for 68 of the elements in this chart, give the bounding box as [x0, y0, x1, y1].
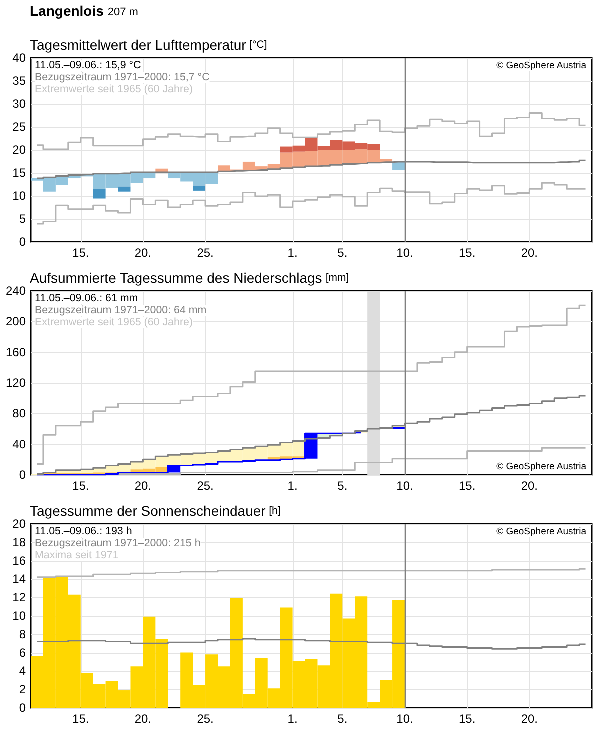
y-axis-title: Tagessumme der Sonnenscheindauer [h]	[30, 503, 281, 519]
y-tick-label: 4	[19, 664, 26, 678]
y-axis-title: Aufsummierte Tagessumme des Niederschlags [mm]	[30, 270, 350, 286]
annotation: Bezugszeitraum 1971–2000: 64 mm	[35, 304, 207, 316]
annotation: Bezugszeitraum 1971–2000: 215 h	[35, 538, 201, 550]
x-tick-label: 15.	[458, 479, 476, 493]
y-tick-label: 120	[6, 376, 26, 390]
annotation: © GeoSphere Austria	[496, 526, 588, 538]
y-tick-label: 200	[6, 314, 26, 329]
annotation: Bezugszeitraum 1971–2000: 15,7 °C	[35, 72, 210, 84]
x-tick-label: 20.	[521, 246, 538, 260]
x-tick-label: 20.	[134, 479, 152, 493]
x-tick-label: 15.	[72, 246, 90, 260]
y-tick-label: 16	[12, 554, 26, 568]
x-tick-label: 1.	[288, 246, 298, 260]
y-tick-label: 0	[19, 235, 26, 249]
chart-subtitle: 207 m	[108, 6, 138, 18]
x-tick-label: 5.	[338, 246, 348, 260]
x-tick-label: 20.	[134, 712, 152, 726]
y-tick-label: 5	[19, 212, 26, 226]
x-tick-label: 20.	[521, 479, 538, 493]
x-tick-label: 10.	[396, 712, 414, 726]
x-tick-label: 1.	[288, 479, 298, 493]
annotation: 11.05.–09.06.: 61 mm	[35, 292, 138, 304]
y-tick-label: 10	[12, 609, 26, 623]
y-tick-label: 160	[6, 345, 26, 360]
y-tick-label: 40	[12, 51, 26, 65]
x-tick-label: 10.	[396, 479, 414, 493]
x-tick-label: 25.	[197, 246, 214, 260]
y-tick-label: 14	[12, 572, 26, 586]
y-axis-title: Tagesmittelwert der Lufttemperatur [°C]	[30, 37, 268, 53]
annotation: © GeoSphere Austria	[496, 462, 588, 472]
y-tick-label: 20	[12, 143, 26, 157]
y-tick-label: 25	[12, 120, 26, 134]
y-tick-label: 40	[12, 437, 26, 452]
y-tick-label: 10	[12, 189, 26, 203]
annotation: Extremwerte seit 1965 (60 Jahre)	[35, 316, 194, 328]
x-tick-label: 1.	[288, 712, 298, 726]
annotation: © GeoSphere Austria	[496, 60, 588, 72]
y-tick-label: 15	[12, 166, 26, 180]
x-tick-label: 20.	[521, 712, 538, 726]
x-tick-label: 25.	[197, 712, 214, 726]
annotation: Maxima seit 1971	[35, 550, 119, 562]
y-tick-label: 8	[19, 627, 26, 642]
x-tick-label: 25.	[197, 479, 214, 493]
y-tick-label: 0	[19, 701, 26, 715]
annotation: 11.05.–09.06.: 15,9 °C	[35, 60, 142, 72]
y-tick-label: 2	[19, 682, 26, 697]
y-tick-label: 80	[12, 406, 26, 421]
x-tick-label: 15.	[72, 712, 90, 726]
y-tick-label: 20	[12, 517, 26, 531]
y-tick-label: 18	[12, 535, 26, 550]
y-tick-label: 6	[19, 646, 26, 660]
x-tick-label: 5.	[338, 712, 348, 726]
chart-title: Langenlois	[30, 3, 104, 19]
x-tick-label: 10.	[396, 246, 414, 260]
x-tick-label: 15.	[72, 479, 90, 493]
x-tick-label: 5.	[338, 479, 348, 493]
x-tick-label: 20.	[134, 246, 152, 260]
y-tick-label: 30	[12, 97, 26, 111]
y-tick-label: 35	[12, 74, 26, 88]
x-tick-label: 15.	[458, 712, 476, 726]
y-tick-label: 240	[6, 284, 26, 298]
y-tick-label: 0	[19, 468, 26, 482]
y-tick-label: 12	[12, 590, 26, 605]
annotation: Extremwerte seit 1965 (60 Jahre)	[35, 84, 194, 96]
x-tick-label: 15.	[458, 246, 476, 260]
annotation: 11.05.–09.06.: 193 h	[35, 526, 132, 538]
